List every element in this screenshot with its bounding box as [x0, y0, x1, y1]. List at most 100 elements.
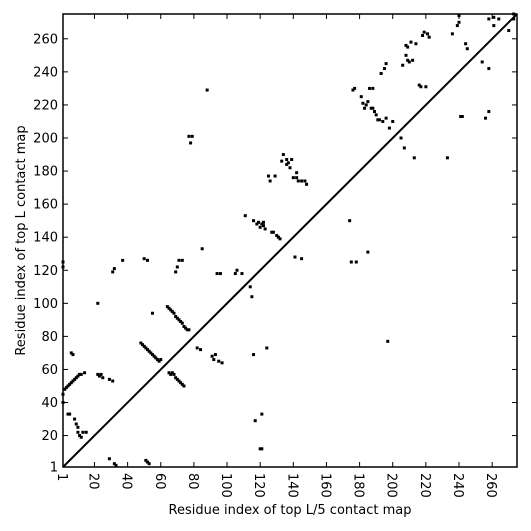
contact-point: [64, 386, 68, 390]
contact-point: [195, 346, 199, 350]
contact-point: [177, 258, 181, 262]
contact-point: [384, 116, 388, 120]
contact-point: [290, 157, 294, 161]
x-tick-label: 60: [152, 473, 167, 490]
contact-point: [404, 53, 408, 57]
contact-point: [285, 162, 289, 166]
x-tick-label: 160: [317, 473, 332, 498]
contact-point: [348, 219, 352, 223]
contact-point: [179, 381, 183, 385]
contact-point: [455, 24, 459, 28]
contact-point: [296, 179, 300, 183]
contact-point: [285, 157, 289, 161]
contact-point: [200, 247, 204, 251]
contact-point: [111, 379, 115, 383]
contact-point: [280, 159, 284, 163]
contact-point: [73, 417, 77, 421]
contact-point: [281, 153, 285, 157]
contact-point: [170, 371, 174, 375]
contact-point: [266, 174, 270, 178]
contact-point: [391, 119, 395, 123]
contact-point: [300, 257, 304, 261]
contact-point: [112, 267, 116, 271]
x-tick-label: 100: [218, 473, 233, 498]
x-tick-label: 260: [483, 473, 498, 498]
contact-point: [381, 119, 385, 123]
contact-point: [401, 63, 405, 67]
contact-point: [371, 86, 375, 90]
contact-point: [255, 222, 259, 226]
contact-point: [261, 224, 265, 228]
contact-point: [293, 255, 297, 259]
x-tick-label: 120: [251, 473, 266, 498]
contact-point: [270, 230, 274, 234]
contact-point: [76, 374, 80, 378]
contact-point: [189, 141, 193, 145]
contact-point: [111, 270, 115, 274]
contact-point: [288, 166, 292, 170]
contact-point: [402, 146, 406, 150]
contact-point: [233, 272, 237, 276]
diagonal-line: [62, 13, 518, 468]
x-tick-label: 20: [85, 473, 100, 490]
contact-point: [144, 346, 148, 350]
contact-point: [174, 270, 178, 274]
contact-point: [78, 434, 82, 438]
contact-point: [359, 95, 363, 99]
contact-point: [112, 462, 116, 466]
y-tick-label: 140: [33, 231, 58, 246]
contact-point: [180, 321, 184, 325]
contact-point: [487, 110, 491, 114]
x-axis-ticks: 1 20 40 60 80 100 120 140 160 180 200 220 240 260: [54, 14, 498, 498]
contact-point: [79, 372, 83, 376]
contact-point: [73, 377, 77, 381]
contact-point: [384, 62, 388, 66]
contact-point: [107, 457, 111, 461]
y-tick-label: 80: [41, 330, 58, 345]
contact-point: [205, 88, 209, 92]
contact-point: [271, 230, 275, 234]
contact-point: [121, 258, 125, 262]
contact-point: [265, 346, 269, 350]
contact-point: [139, 341, 143, 345]
contact-point: [399, 136, 403, 140]
contact-point: [167, 371, 171, 375]
contact-point: [374, 113, 378, 117]
contact-point: [464, 42, 468, 46]
contact-point: [465, 47, 469, 51]
contact-point: [154, 356, 158, 360]
contact-point: [252, 219, 256, 223]
x-tick-label: 80: [185, 473, 200, 490]
contact-point: [175, 265, 179, 269]
y-tick-label: 260: [33, 32, 58, 47]
contact-point: [303, 179, 307, 183]
contact-point: [142, 257, 146, 261]
contact-point: [460, 115, 464, 119]
contact-point: [379, 72, 383, 76]
contact-point: [165, 305, 169, 309]
contact-point: [492, 15, 496, 19]
contact-point: [257, 220, 261, 224]
contact-point: [409, 40, 413, 44]
x-tick-label: 40: [119, 473, 134, 490]
contact-point: [354, 260, 358, 264]
contact-point: [107, 377, 111, 381]
contact-point: [190, 134, 194, 138]
contact-point: [487, 17, 491, 21]
contact-point: [81, 430, 85, 434]
contact-point: [150, 353, 154, 357]
contact-point: [424, 85, 428, 89]
contact-point: [407, 60, 411, 64]
contact-point: [174, 315, 178, 319]
contact-point: [487, 67, 491, 71]
contact-point: [174, 376, 178, 380]
contact-point: [101, 376, 105, 380]
contact-point: [260, 412, 264, 416]
contact-point: [248, 285, 252, 289]
contact-point: [243, 214, 247, 218]
contact-point: [142, 344, 146, 348]
contact-point: [382, 67, 386, 71]
contact-point: [253, 419, 257, 423]
contact-point: [180, 258, 184, 262]
contact-point: [63, 387, 67, 391]
